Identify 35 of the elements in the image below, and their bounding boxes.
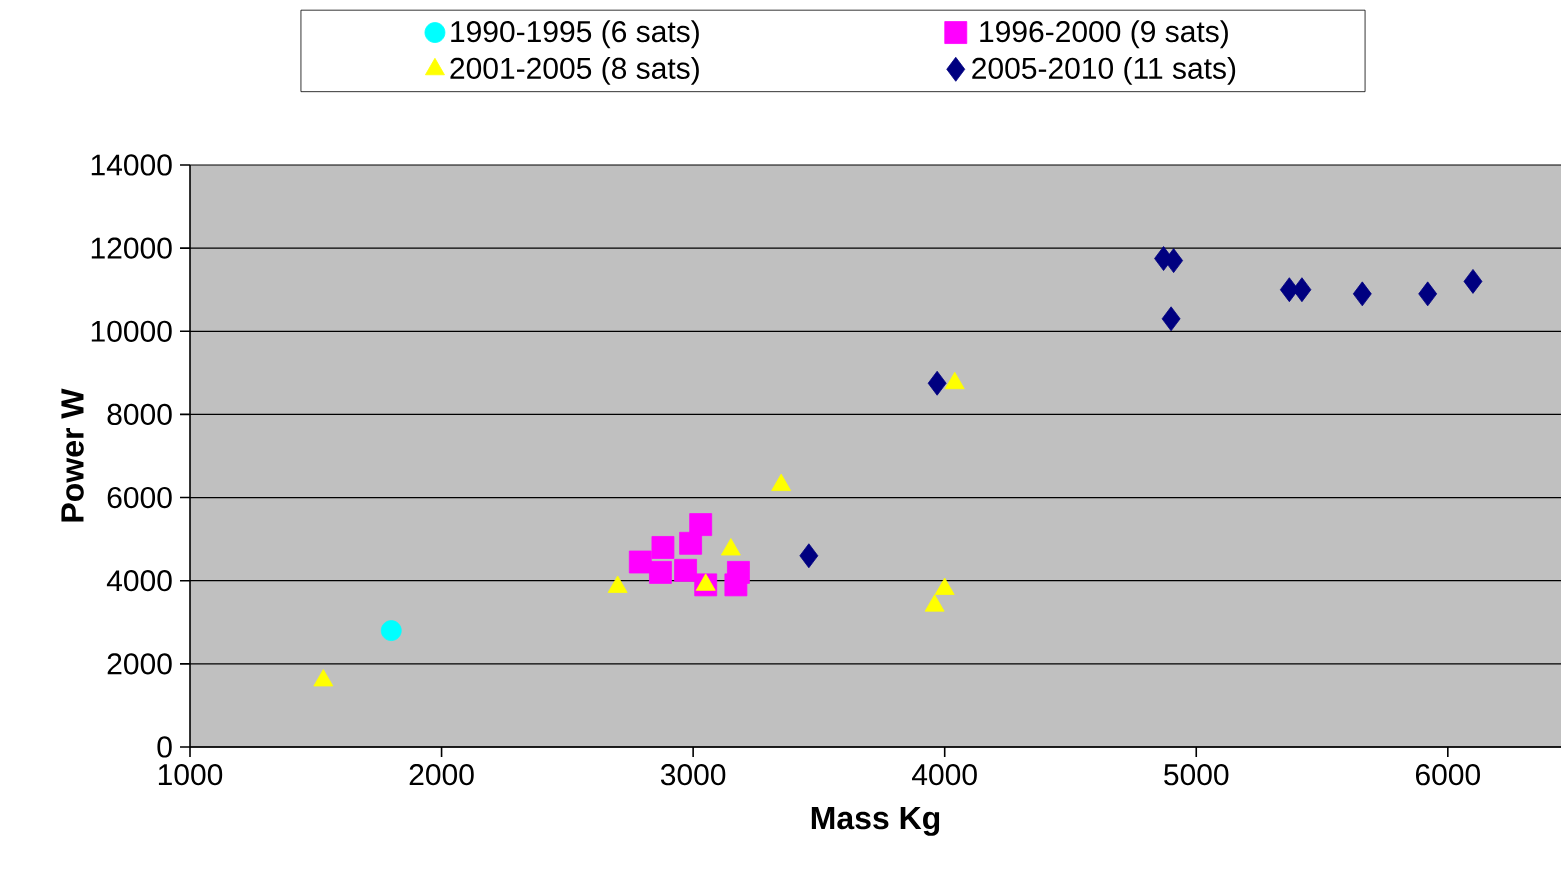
x-tick-label: 2000 — [409, 764, 474, 786]
y-tick-label: 2000 — [107, 653, 172, 675]
point — [1418, 281, 1438, 307]
point — [649, 561, 672, 584]
y-tick-label: 0 — [157, 736, 172, 758]
y-tick-label: 8000 — [107, 403, 172, 426]
y-tick-label: 4000 — [106, 570, 172, 592]
point — [724, 573, 748, 597]
y-tick-label: 6000 — [107, 486, 172, 509]
x-tick-label: 4000 — [912, 764, 977, 786]
legend-label: 1990-1995 (6 sats) — [451, 20, 699, 49]
x-tick-label: 6000 — [1415, 764, 1480, 786]
point — [674, 558, 697, 582]
legend-label: 2001-2005 (8 sats) — [450, 56, 699, 85]
point — [927, 370, 947, 396]
legend-label: 2005-2010 (11 sats) — [972, 56, 1236, 85]
point — [1292, 277, 1312, 303]
point — [799, 543, 819, 569]
x-tick-label: 3000 — [660, 764, 726, 786]
point — [1352, 281, 1372, 307]
x-tick-label: 5000 — [1164, 764, 1229, 786]
point — [651, 536, 675, 559]
y-tick-label: 10000 — [91, 320, 172, 342]
y-axis-title: Power W — [61, 388, 84, 522]
x-tick-label: 1000 — [158, 764, 223, 786]
point — [380, 620, 402, 641]
y-tick-label: 14000 — [91, 154, 172, 176]
point — [628, 550, 652, 574]
point — [1463, 269, 1483, 294]
x-axis-title: Mass Kg — [811, 807, 940, 836]
point — [1164, 248, 1184, 274]
point — [679, 531, 703, 555]
y-tick-label: 12000 — [91, 237, 172, 259]
point — [1161, 306, 1181, 332]
legend-label: 1996-2000 (9 sats) — [980, 20, 1228, 49]
